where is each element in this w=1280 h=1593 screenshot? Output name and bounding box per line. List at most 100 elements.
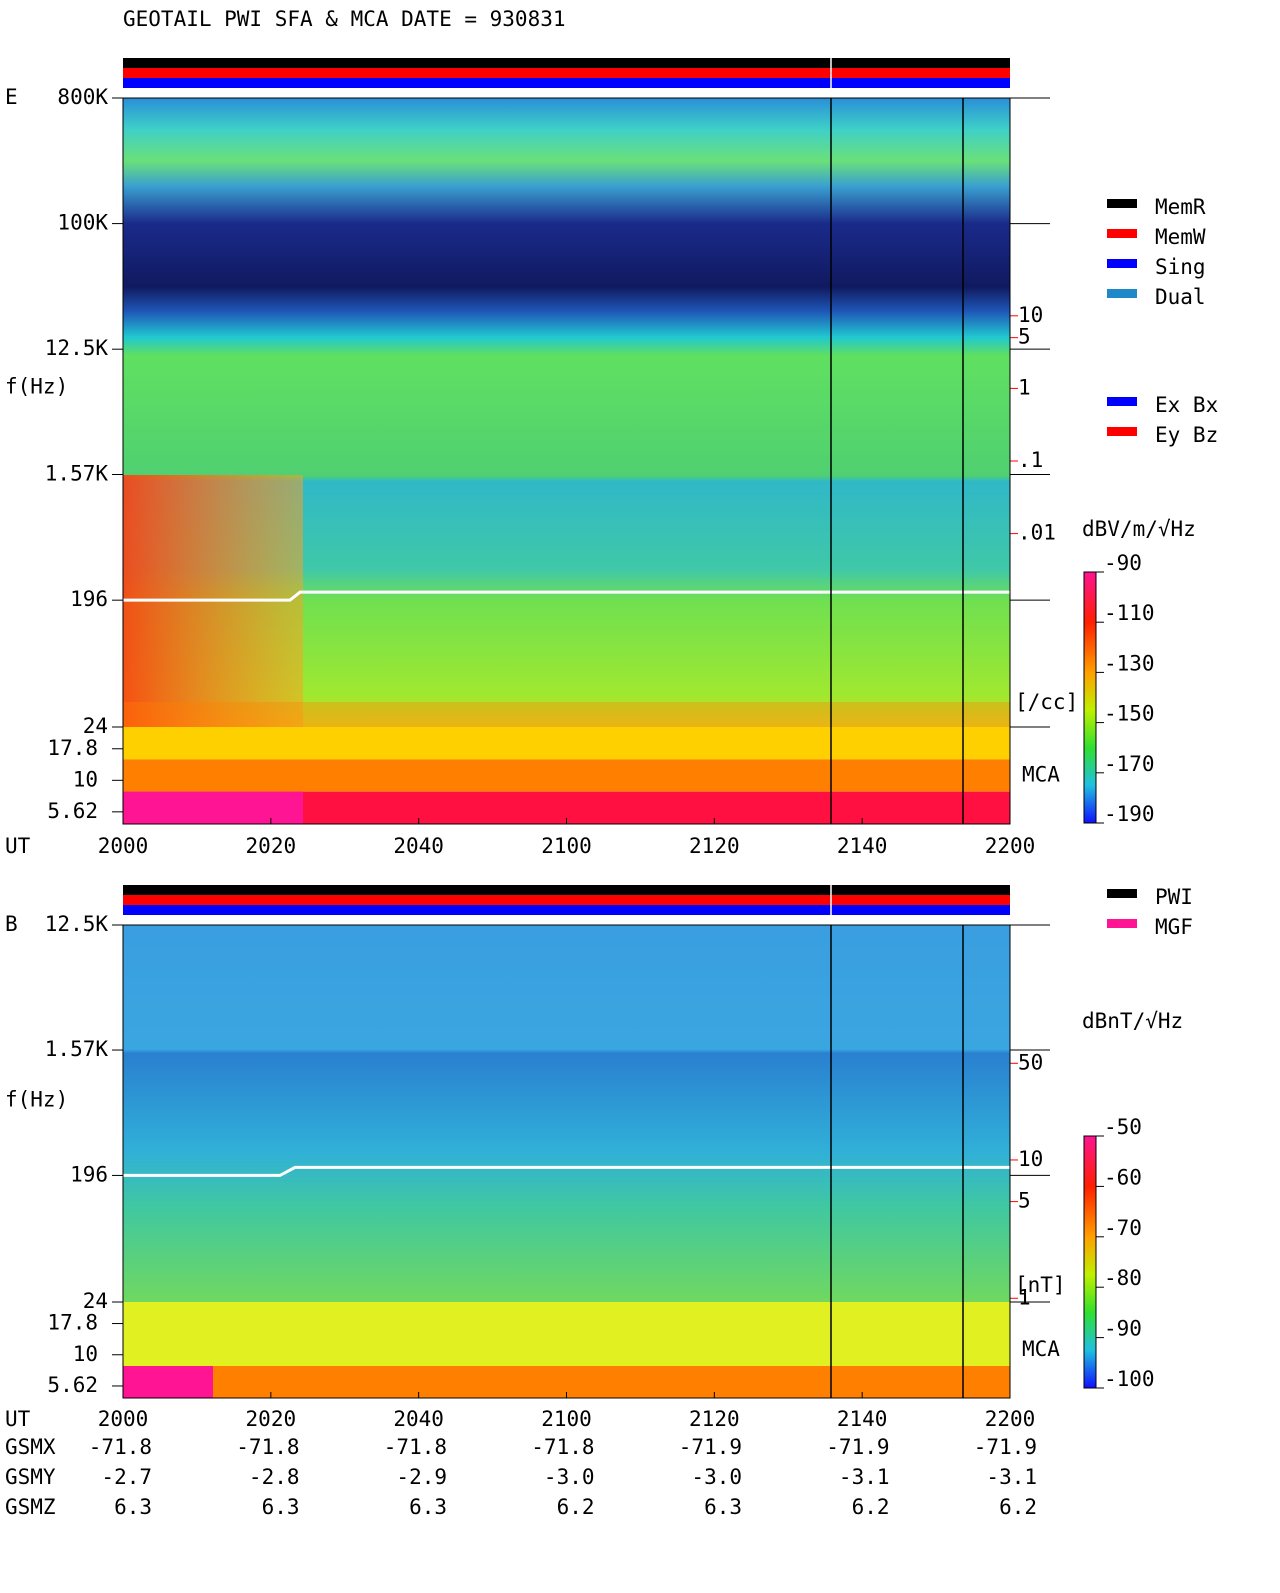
- legend-swatch: [1107, 427, 1137, 436]
- panel-label: E: [5, 85, 18, 109]
- title: GEOTAIL PWI SFA & MCA DATE = 930831: [123, 7, 566, 31]
- legend-swatch: [1107, 919, 1137, 928]
- plasma-line: [123, 1165, 1010, 1177]
- orbit-value: -2.7: [101, 1465, 152, 1489]
- orbit-name: GSMY: [5, 1465, 56, 1489]
- orbit-value: -71.8: [531, 1435, 594, 1459]
- mca-band: [123, 791, 303, 824]
- status-bar: [123, 895, 1010, 905]
- orbit-value: 6.3: [262, 1495, 300, 1519]
- y2-tick-label: .01: [1018, 521, 1056, 545]
- y2-tick-label: 1: [1018, 375, 1031, 399]
- y2-tick-label: 50: [1018, 1050, 1043, 1074]
- x-tick-label: 2040: [393, 1407, 444, 1431]
- legend-swatch: [1107, 397, 1137, 406]
- x-tick-label: 2000: [98, 1407, 149, 1431]
- orbit-value: -2.8: [249, 1465, 300, 1489]
- mca-tick-label: 17.8: [47, 736, 98, 760]
- legend-label: MemR: [1155, 195, 1206, 219]
- colorbar-tick-label: -90: [1104, 551, 1142, 575]
- y-tick-label: 12.5K: [45, 912, 109, 936]
- y-axis-label: f(Hz): [5, 375, 68, 399]
- colorbar-tick-label: -90: [1104, 1317, 1142, 1341]
- orbit-value: -3.1: [839, 1465, 890, 1489]
- x-tick-label: 2140: [837, 834, 888, 858]
- legend-swatch: [1107, 889, 1137, 898]
- x-tick-label: 2200: [985, 834, 1036, 858]
- orbit-value: 6.2: [557, 1495, 595, 1519]
- mca-band: [123, 727, 1010, 760]
- legend-label: Sing: [1155, 255, 1206, 279]
- y2-tick-label: 5: [1018, 1189, 1031, 1213]
- x-axis-label: UT: [5, 1407, 31, 1431]
- y2-unit: [/cc]: [1015, 690, 1078, 714]
- mca-tick-label: 17.8: [47, 1311, 98, 1335]
- colorbar-label: dBV/m/√Hz: [1082, 517, 1196, 541]
- orbit-value: -3.0: [544, 1465, 595, 1489]
- mca-tick-label: 10: [73, 1342, 98, 1366]
- x-tick-label: 2000: [98, 834, 149, 858]
- mca-tick-label: 5.62: [47, 1373, 98, 1397]
- mca-band: [123, 759, 1010, 792]
- y-tick-label: 100K: [57, 211, 108, 235]
- colorbar-tick-label: -150: [1104, 702, 1155, 726]
- legend-swatch: [1107, 229, 1137, 238]
- orbit-value: -71.8: [384, 1435, 447, 1459]
- colorbar-tick-label: -70: [1104, 1216, 1142, 1240]
- orbit-value: -71.9: [679, 1435, 742, 1459]
- status-bar: [123, 68, 1010, 78]
- orbit-value: -71.9: [826, 1435, 889, 1459]
- mca-label: MCA: [1022, 763, 1060, 787]
- status-bar: [123, 905, 1010, 915]
- x-axis-label: UT: [5, 834, 31, 858]
- y-tick-label: 24: [83, 714, 108, 738]
- orbit-value: -3.0: [691, 1465, 742, 1489]
- colorbar-tick-label: -190: [1104, 802, 1155, 826]
- panel-frame: [122, 97, 1011, 825]
- spectrogram: [123, 925, 1010, 1302]
- mca-tick-label: 10: [73, 767, 98, 791]
- y-tick-label: 24: [83, 1289, 108, 1313]
- orbit-value: -2.9: [396, 1465, 447, 1489]
- x-tick-label: 2200: [985, 1407, 1036, 1431]
- legend-label: PWI: [1155, 885, 1193, 909]
- orbit-value: -71.8: [89, 1435, 152, 1459]
- spectrogram-band: [123, 702, 1010, 727]
- y2-tick-label: 10: [1018, 303, 1043, 327]
- legend-swatch: [1107, 289, 1137, 298]
- legend-label: Ex Bx: [1155, 393, 1218, 417]
- mca-tick-label: 5.62: [47, 799, 98, 823]
- status-bar: [123, 885, 1010, 895]
- legend-label: Dual: [1155, 285, 1206, 309]
- mca-band: [123, 1366, 213, 1398]
- x-tick-label: 2100: [541, 1407, 592, 1431]
- orbit-value: 6.2: [999, 1495, 1037, 1519]
- mca-label: MCA: [1022, 1337, 1060, 1361]
- y-tick-label: 12.5K: [45, 336, 109, 360]
- y2-tick-label: 10: [1018, 1147, 1043, 1171]
- orbit-value: 6.3: [704, 1495, 742, 1519]
- status-bar: [123, 78, 1010, 88]
- x-tick-label: 2100: [541, 834, 592, 858]
- status-bar: [123, 58, 1010, 68]
- colorbar-tick-label: -170: [1104, 752, 1155, 776]
- x-tick-label: 2120: [689, 1407, 740, 1431]
- orbit-value: -71.9: [974, 1435, 1037, 1459]
- legend-label: MemW: [1155, 225, 1206, 249]
- y2-tick-label: 5: [1018, 325, 1031, 349]
- orbit-value: -71.8: [236, 1435, 299, 1459]
- mca-band: [123, 1302, 1010, 1334]
- colorbar: [1083, 1135, 1097, 1389]
- panel-frame: [122, 924, 1011, 1399]
- y-tick-label: 1.57K: [45, 461, 109, 485]
- colorbar-tick-label: -110: [1104, 601, 1155, 625]
- orbit-name: GSMX: [5, 1435, 56, 1459]
- colorbar-tick-label: -80: [1104, 1266, 1142, 1290]
- orbit-value: 6.2: [852, 1495, 890, 1519]
- y-axis-label: f(Hz): [5, 1088, 68, 1112]
- y-tick-label: 800K: [57, 85, 108, 109]
- plasma-line: [123, 590, 1010, 602]
- y-tick-label: 196: [70, 587, 108, 611]
- x-tick-label: 2120: [689, 834, 740, 858]
